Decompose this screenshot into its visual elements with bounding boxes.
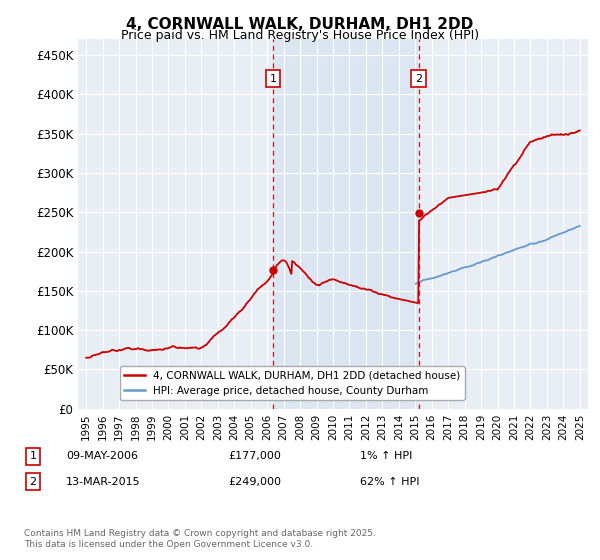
Text: 2: 2 — [29, 477, 37, 487]
Text: 09-MAY-2006: 09-MAY-2006 — [66, 451, 138, 461]
Text: 4, CORNWALL WALK, DURHAM, DH1 2DD: 4, CORNWALL WALK, DURHAM, DH1 2DD — [127, 17, 473, 32]
Bar — [273, 39, 419, 409]
Text: 1% ↑ HPI: 1% ↑ HPI — [360, 451, 412, 461]
Legend: 4, CORNWALL WALK, DURHAM, DH1 2DD (detached house), HPI: Average price, detached: 4, CORNWALL WALK, DURHAM, DH1 2DD (detac… — [120, 366, 464, 400]
Text: 13-MAR-2015: 13-MAR-2015 — [66, 477, 140, 487]
Text: £177,000: £177,000 — [228, 451, 281, 461]
Text: 1: 1 — [29, 451, 37, 461]
Text: £249,000: £249,000 — [228, 477, 281, 487]
Text: Contains HM Land Registry data © Crown copyright and database right 2025.
This d: Contains HM Land Registry data © Crown c… — [24, 529, 376, 549]
Text: 2: 2 — [415, 73, 422, 83]
Text: 1: 1 — [269, 73, 277, 83]
Text: 62% ↑ HPI: 62% ↑ HPI — [360, 477, 419, 487]
Text: Price paid vs. HM Land Registry's House Price Index (HPI): Price paid vs. HM Land Registry's House … — [121, 29, 479, 42]
